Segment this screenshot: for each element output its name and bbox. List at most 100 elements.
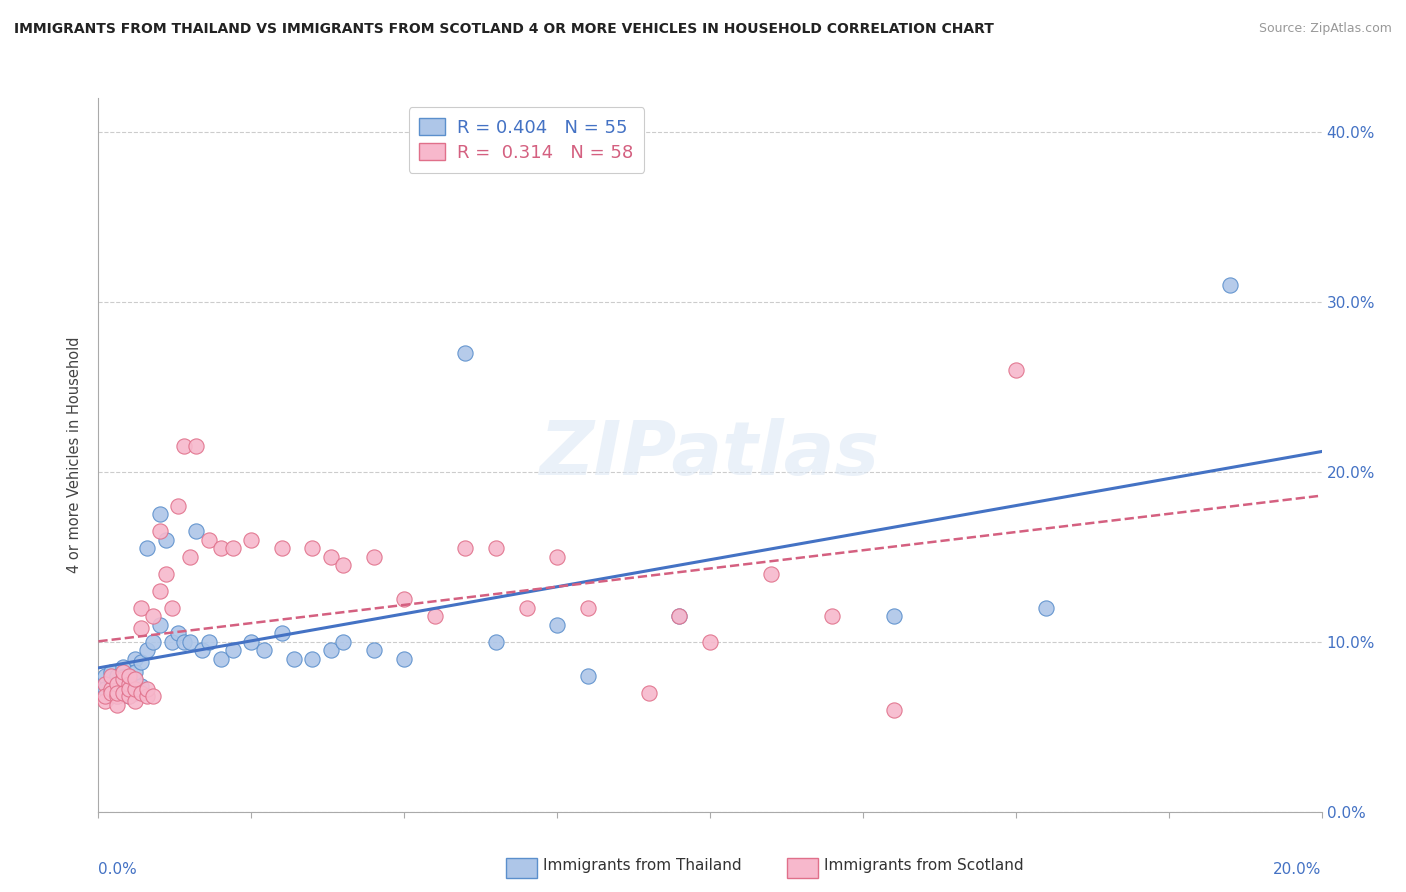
Point — [668, 609, 690, 624]
Point — [209, 652, 232, 666]
Point — [105, 698, 128, 712]
Point — [93, 677, 115, 691]
Point — [155, 566, 177, 581]
Point — [129, 686, 152, 700]
Point — [118, 681, 141, 695]
Point — [124, 694, 146, 708]
Point — [111, 671, 134, 685]
Text: IMMIGRANTS FROM THAILAND VS IMMIGRANTS FROM SCOTLAND 4 OR MORE VEHICLES IN HOUSE: IMMIGRANTS FROM THAILAND VS IMMIGRANTS F… — [14, 22, 994, 37]
Point — [197, 533, 219, 547]
Point — [100, 669, 122, 683]
Point — [332, 635, 354, 649]
Point — [100, 686, 122, 700]
Point — [100, 689, 122, 703]
Point — [699, 635, 721, 649]
Point — [129, 679, 152, 693]
Point — [363, 549, 385, 564]
Point — [319, 549, 342, 564]
Point — [100, 665, 122, 680]
Point — [142, 609, 165, 624]
Point — [129, 600, 152, 615]
Point — [454, 541, 477, 556]
Legend: R = 0.404   N = 55, R =  0.314   N = 58: R = 0.404 N = 55, R = 0.314 N = 58 — [409, 107, 644, 173]
Point — [759, 566, 782, 581]
Point — [516, 600, 538, 615]
Point — [118, 669, 141, 683]
Point — [149, 583, 172, 598]
Point — [111, 665, 134, 680]
Point — [105, 689, 128, 703]
Point — [93, 694, 115, 708]
Point — [186, 524, 208, 539]
Point — [142, 689, 165, 703]
Point — [883, 703, 905, 717]
Point — [111, 672, 134, 686]
Point — [270, 626, 292, 640]
Point — [392, 652, 416, 666]
Point — [93, 682, 115, 697]
Point — [129, 621, 152, 635]
Point — [209, 541, 232, 556]
Point — [118, 669, 141, 683]
Point — [160, 600, 183, 615]
Point — [179, 635, 201, 649]
Point — [240, 635, 263, 649]
Point — [100, 682, 122, 697]
Point — [167, 626, 190, 640]
Text: Immigrants from Thailand: Immigrants from Thailand — [543, 858, 741, 872]
Point — [105, 675, 128, 690]
Text: Source: ZipAtlas.com: Source: ZipAtlas.com — [1258, 22, 1392, 36]
Point — [883, 609, 905, 624]
Point — [105, 686, 128, 700]
Text: Immigrants from Scotland: Immigrants from Scotland — [824, 858, 1024, 872]
Point — [142, 635, 165, 649]
Point — [149, 508, 172, 522]
Point — [179, 549, 201, 564]
Point — [118, 677, 141, 691]
Point — [283, 652, 305, 666]
Point — [111, 660, 134, 674]
Point — [93, 669, 115, 683]
Text: 20.0%: 20.0% — [1274, 863, 1322, 877]
Point — [105, 682, 128, 697]
Point — [454, 346, 477, 360]
Point — [1219, 278, 1241, 293]
Point — [124, 682, 146, 697]
Point — [136, 643, 159, 657]
Point — [105, 677, 128, 691]
Point — [392, 592, 416, 607]
Point — [576, 669, 599, 683]
Point — [301, 541, 323, 556]
Point — [363, 643, 385, 657]
Point — [124, 665, 146, 680]
Point — [167, 499, 190, 513]
Point — [149, 524, 172, 539]
Point — [546, 617, 568, 632]
Point — [173, 439, 195, 453]
Point — [118, 689, 141, 703]
Y-axis label: 4 or more Vehicles in Household: 4 or more Vehicles in Household — [67, 336, 83, 574]
Point — [319, 643, 342, 657]
Text: ZIPatlas: ZIPatlas — [540, 418, 880, 491]
Point — [111, 686, 134, 700]
Point — [423, 609, 446, 624]
Point — [821, 609, 844, 624]
Point — [136, 682, 159, 697]
Point — [118, 689, 141, 703]
Point — [1004, 363, 1026, 377]
Point — [124, 652, 146, 666]
Point — [252, 643, 274, 657]
Point — [546, 549, 568, 564]
Point — [111, 679, 134, 693]
Point — [93, 689, 115, 703]
Point — [191, 643, 214, 657]
Point — [93, 677, 115, 691]
Point — [485, 541, 508, 556]
Point — [1035, 600, 1057, 615]
Point — [668, 609, 690, 624]
Point — [485, 635, 508, 649]
Point — [124, 672, 146, 686]
Point — [129, 655, 152, 669]
Point — [136, 689, 159, 703]
Point — [270, 541, 292, 556]
